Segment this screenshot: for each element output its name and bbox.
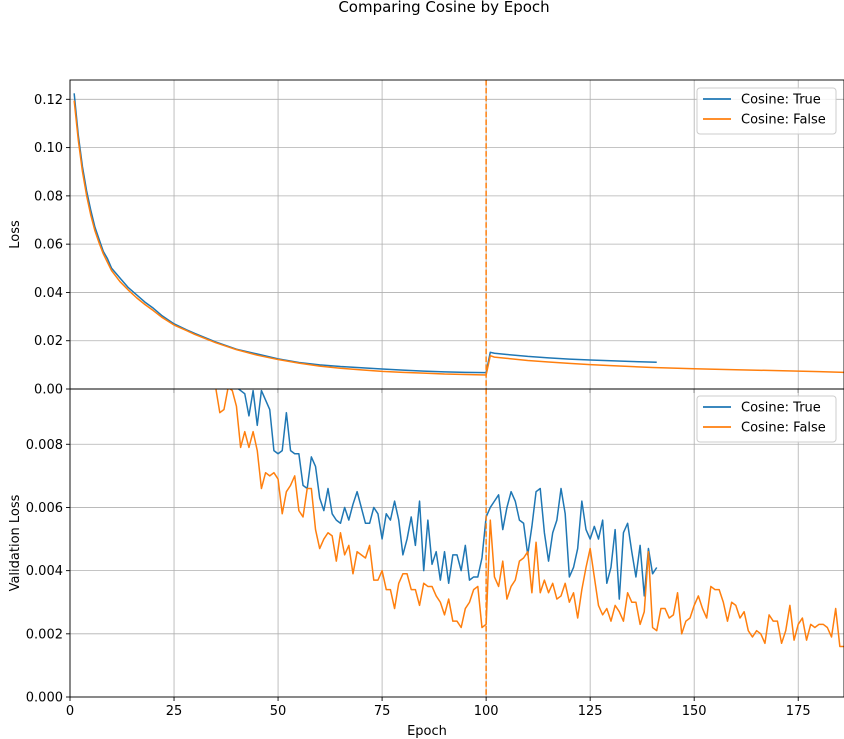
validation-xtick-label: 25 [166,704,183,719]
validation-series-line-false [215,389,844,648]
validation-axes-frame [69,388,844,698]
train-ytick-label: 0.02 [34,334,63,349]
validation-series-line-true [237,389,658,600]
validation-xtick-label: 75 [374,704,391,719]
validation-ytick-label: 0.008 [26,438,63,453]
validation-ytick-label: 0.004 [26,564,63,579]
validation-ytick-label: 0.006 [26,501,63,516]
validation-legend-box [696,395,837,443]
validation-legend: Cosine: True Cosine: False [696,395,837,443]
train-legend: Cosine: True Cosine: False [696,87,837,135]
train-legend-box [696,87,837,135]
validation-legend-label-true: Cosine: True [741,401,821,416]
validation-loss-panel: 0.000 0.002 0.004 0.006 0.008 0 25 50 75 100 125 15… [8,388,844,739]
train-ytick-label: 0.12 [34,93,63,108]
validation-series-group [215,389,844,648]
train-series-group [73,93,844,376]
train-series-line-false [73,100,844,376]
validation-xtick-label: 150 [682,704,707,719]
validation-xtick-label: 100 [474,704,499,719]
train-ytick-label: 0.06 [34,238,63,253]
train-series-line-true [73,93,657,374]
figure-title: Comparing Cosine by Epoch [338,0,549,16]
validation-ytick-label: 0.002 [26,627,63,642]
validation-xtick-label: 0 [66,704,74,719]
train-ytick-label: 0.08 [34,189,63,204]
train-legend-label-false: Cosine: False [741,113,826,128]
train-ytick-label: 0.04 [34,286,63,301]
validation-ylabel: Validation Loss [8,494,23,591]
train-ytick-label: 0.10 [34,141,63,156]
validation-legend-label-false: Cosine: False [741,421,826,436]
validation-xtick-label: 50 [270,704,287,719]
loss-panel: 0.00 0.02 0.04 0.06 0.08 0.10 0.12 Loss Cosine: … [8,79,844,398]
train-ytick-label: 0.00 [34,383,63,398]
validation-xtick-label: 175 [786,704,811,719]
validation-xlabel: Epoch [407,724,447,739]
train-ylabel: Loss [8,220,23,249]
validation-ytick-label: 0.000 [26,691,63,706]
validation-xtick-label: 125 [578,704,603,719]
train-legend-label-true: Cosine: True [741,93,821,108]
